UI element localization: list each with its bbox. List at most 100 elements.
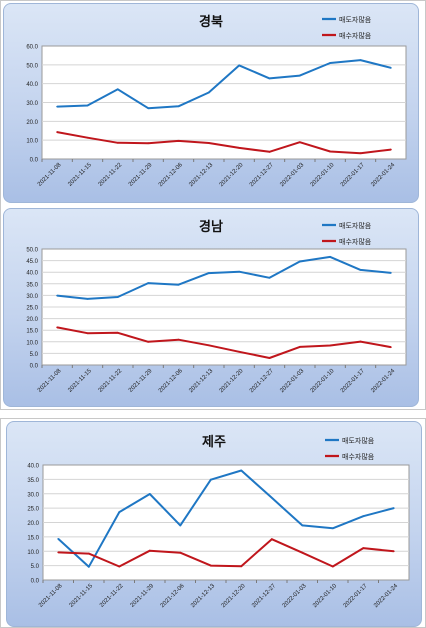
data-point	[389, 346, 392, 349]
y-tick-label: 20.0	[26, 120, 38, 126]
y-tick-label: 30.0	[26, 294, 38, 300]
chart-title: 제주	[202, 435, 226, 450]
y-tick-label: 20.0	[26, 317, 38, 323]
data-point	[270, 496, 273, 499]
data-point	[298, 346, 301, 348]
data-point	[298, 74, 301, 77]
y-tick-label: 0.0	[31, 579, 40, 585]
data-point	[177, 283, 180, 286]
data-point	[56, 326, 59, 329]
y-tick-label: 30.0	[26, 101, 38, 107]
data-point	[238, 270, 241, 273]
data-point	[359, 59, 362, 62]
chart-title: 경북	[199, 14, 223, 30]
x-tick-label: 2021-12-13	[190, 583, 216, 609]
data-point	[86, 136, 89, 139]
data-point	[209, 478, 212, 481]
data-point	[301, 524, 304, 527]
data-point	[177, 338, 180, 341]
data-point	[147, 282, 150, 285]
x-tick-label: 2022-01-10	[310, 162, 336, 188]
data-point	[86, 297, 89, 300]
data-point	[56, 131, 59, 133]
data-point	[298, 260, 301, 263]
data-point	[87, 552, 90, 555]
y-tick-label: 10.0	[26, 139, 38, 145]
x-tick-label: 2021-11-29	[128, 368, 154, 394]
x-tick-label: 2022-01-10	[310, 368, 336, 394]
data-point	[362, 547, 365, 549]
data-point	[238, 350, 241, 353]
x-tick-label: 2021-11-08	[37, 162, 63, 188]
legend-label: 매도자많음	[342, 436, 375, 445]
x-tick-label: 2021-12-20	[219, 368, 245, 394]
x-tick-label: 2021-11-08	[38, 583, 64, 609]
data-point	[301, 551, 304, 554]
data-point	[147, 142, 150, 145]
chart-panel-gyeongnam: 50.0 45.0 40.0 35.0 30.0 25.0 20.0 15.0 10.0 5.0 0…	[3, 208, 419, 407]
data-point	[86, 332, 89, 335]
y-tick-label: 15.0	[26, 329, 38, 335]
y-tick-label: 20.0	[27, 521, 39, 527]
data-point	[118, 565, 121, 568]
data-point	[56, 105, 59, 108]
legend-label: 매수자많음	[339, 31, 372, 40]
data-point	[147, 340, 150, 343]
data-point	[329, 150, 332, 153]
legend-label: 매도자많음	[339, 15, 372, 24]
data-point	[389, 148, 392, 151]
y-tick-label: 40.0	[27, 464, 39, 470]
x-tick-label: 2021-11-22	[99, 583, 125, 609]
data-point	[87, 565, 90, 568]
x-tick-label: 2021-11-15	[67, 368, 93, 394]
y-tick-label: 10.0	[27, 550, 39, 556]
y-tick-label: 35.0	[27, 478, 39, 484]
data-point	[116, 296, 119, 298]
x-tick-label: 2021-11-22	[98, 368, 124, 394]
series-line-1	[57, 326, 391, 359]
data-point	[238, 64, 241, 67]
y-tick-label: 45.0	[26, 259, 38, 265]
data-point	[118, 511, 121, 514]
data-point	[392, 507, 395, 510]
data-point	[148, 549, 151, 552]
x-tick-label: 2021-12-06	[158, 368, 184, 394]
x-tick-label: 2021-12-27	[249, 162, 275, 188]
data-point	[177, 140, 180, 142]
series-line-0	[57, 59, 392, 110]
data-point	[331, 565, 334, 568]
chart-panel-gyeongbuk: 60.0 50.0 40.0 30.0 20.0 10.0 0.0 2021-11-08 202…	[3, 3, 419, 203]
data-point	[147, 107, 150, 110]
x-tick-label: 2022-01-17	[340, 368, 366, 394]
y-tick-label: 50.0	[26, 63, 38, 69]
y-tick-label: 25.0	[26, 306, 38, 312]
data-point	[179, 524, 182, 527]
chart-panel-jeju: 40.0 35.0 30.0 25.0 20.0 15.0 10.0 5.0 0.0 2021-1…	[6, 421, 422, 627]
data-point	[240, 469, 243, 472]
x-tick-label: 2022-01-24	[370, 368, 396, 394]
x-tick-label: 2021-12-27	[249, 368, 275, 394]
series-line-0	[57, 469, 395, 568]
x-tick-label: 2022-01-24	[370, 162, 396, 188]
x-tick-label: 2021-11-29	[130, 583, 156, 609]
y-tick-label: 15.0	[27, 535, 39, 541]
x-tick-label: 2021-11-22	[98, 162, 124, 188]
y-tick-label: 0.0	[30, 364, 39, 370]
chart-svg: 40.035.030.025.020.015.010.05.00.02021-1…	[27, 435, 410, 609]
data-point	[116, 88, 119, 91]
legend-label: 매수자많음	[339, 237, 372, 246]
y-tick-label: 25.0	[27, 507, 39, 513]
y-tick-label: 40.0	[26, 271, 38, 277]
x-tick-label: 2021-12-27	[251, 583, 277, 609]
x-tick-label: 2021-11-15	[69, 583, 95, 609]
data-point	[389, 271, 392, 274]
data-point	[329, 255, 332, 258]
y-tick-label: 50.0	[26, 248, 38, 254]
y-tick-label: 0.0	[30, 158, 39, 164]
y-tick-label: 5.0	[31, 564, 40, 570]
x-tick-label: 2022-01-17	[343, 583, 369, 609]
data-point	[268, 150, 271, 153]
y-tick-label: 10.0	[26, 340, 38, 346]
data-point	[179, 551, 182, 554]
data-point	[207, 142, 210, 144]
